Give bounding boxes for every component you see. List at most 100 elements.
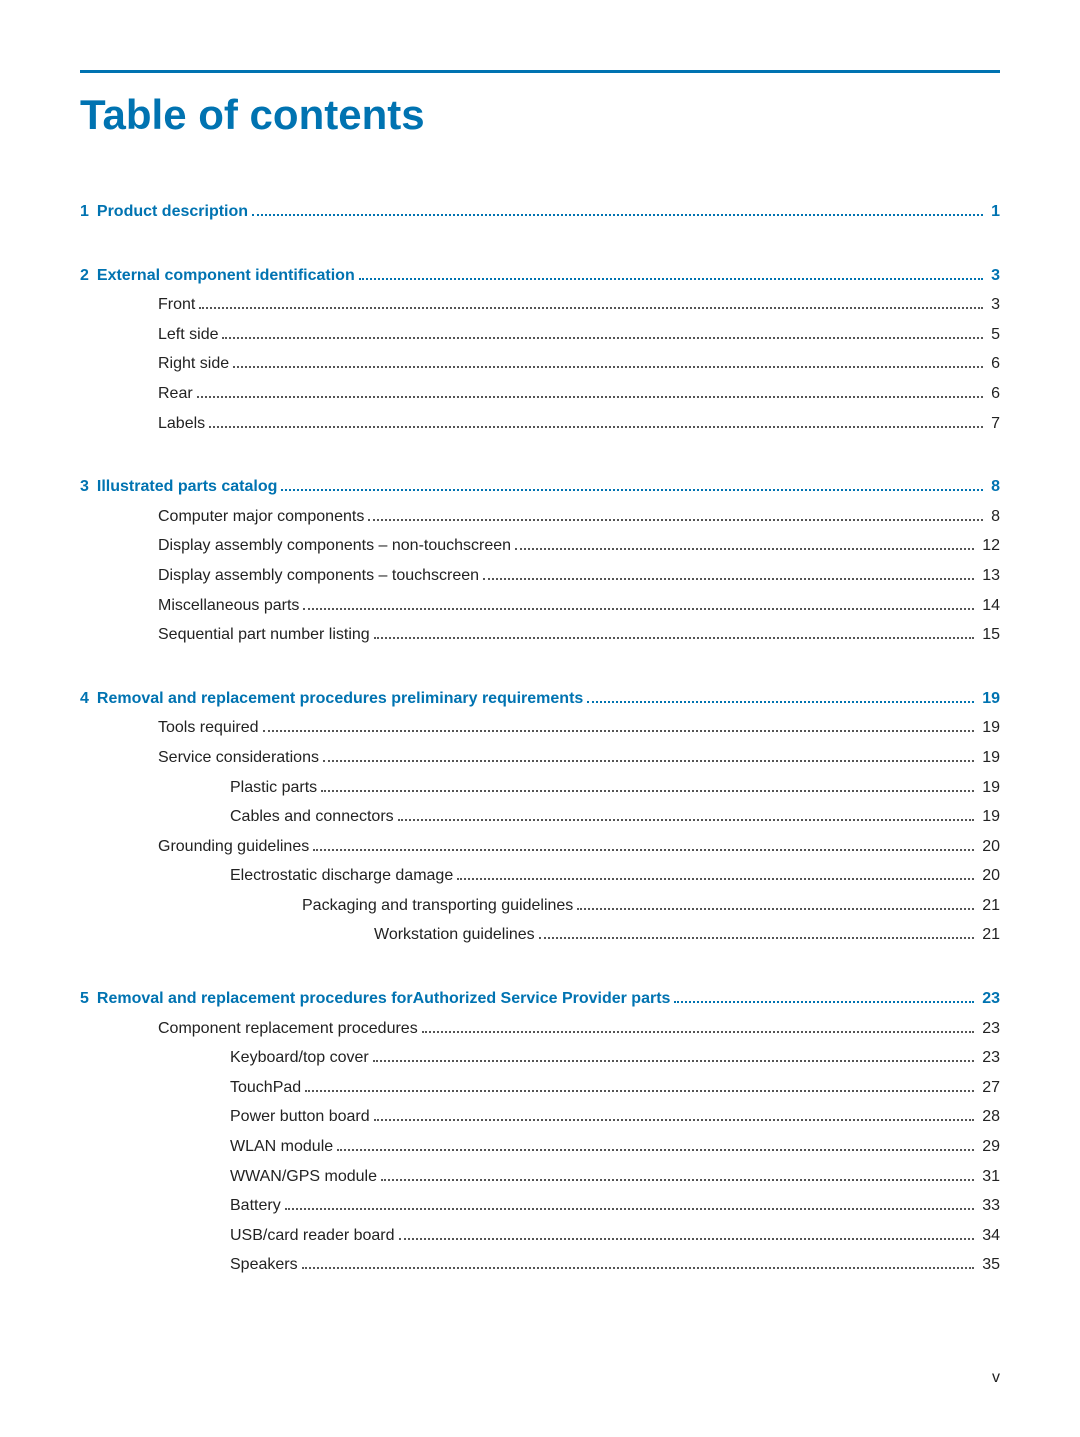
toc-entry-page: 35 bbox=[978, 1252, 1000, 1278]
toc-section: 2External component identification3 Front… bbox=[80, 263, 1000, 437]
toc-entry[interactable]: Service considerations19 bbox=[80, 745, 1000, 771]
toc-leader-dots bbox=[263, 730, 975, 732]
toc-leader-dots bbox=[321, 790, 974, 792]
chapter-page: 23 bbox=[978, 986, 1000, 1012]
toc-leader-dots bbox=[302, 1267, 975, 1269]
toc-entry[interactable]: Component replacement procedures 23 bbox=[80, 1016, 1000, 1042]
toc-entry-page: 33 bbox=[978, 1193, 1000, 1219]
chapter-number: 4 bbox=[80, 686, 89, 712]
toc-entry-page: 31 bbox=[978, 1164, 1000, 1190]
toc-chapter-line[interactable]: 1Product description1 bbox=[80, 199, 1000, 225]
toc-entry[interactable]: Speakers35 bbox=[80, 1252, 1000, 1278]
page-number: v bbox=[992, 1369, 1000, 1387]
toc-entry[interactable]: Front3 bbox=[80, 292, 1000, 318]
toc-entry-label: Tools required bbox=[158, 715, 259, 741]
toc-entry-page: 19 bbox=[978, 715, 1000, 741]
toc-entry[interactable]: Grounding guidelines20 bbox=[80, 834, 1000, 860]
toc-entry[interactable]: WLAN module29 bbox=[80, 1134, 1000, 1160]
toc-leader-dots bbox=[674, 1001, 974, 1003]
toc-entry-label: Plastic parts bbox=[230, 775, 317, 801]
toc-entry-page: 34 bbox=[978, 1223, 1000, 1249]
toc-leader-dots bbox=[359, 278, 983, 280]
toc-entry-page: 7 bbox=[987, 411, 1000, 437]
toc-entry-label: Workstation guidelines bbox=[374, 922, 535, 948]
toc-leader-dots bbox=[399, 1238, 975, 1240]
toc-entry[interactable]: TouchPad 27 bbox=[80, 1075, 1000, 1101]
chapter-page: 19 bbox=[978, 686, 1000, 712]
toc-leader-dots bbox=[457, 878, 974, 880]
chapter-number: 1 bbox=[80, 199, 89, 225]
toc-entry[interactable]: Computer major components8 bbox=[80, 504, 1000, 530]
toc-leader-dots bbox=[197, 396, 983, 398]
toc-entry-label: Keyboard/top cover bbox=[230, 1045, 369, 1071]
toc-entry[interactable]: Display assembly components – touchscree… bbox=[80, 563, 1000, 589]
toc-entry[interactable]: Rear6 bbox=[80, 381, 1000, 407]
toc-leader-dots bbox=[381, 1179, 974, 1181]
toc-entry[interactable]: Left side5 bbox=[80, 322, 1000, 348]
toc-chapter-line[interactable]: 3Illustrated parts catalog8 bbox=[80, 474, 1000, 500]
toc-entry-label: Right side bbox=[158, 351, 229, 377]
toc-entry[interactable]: Battery 33 bbox=[80, 1193, 1000, 1219]
toc-entry-label: USB/card reader board bbox=[230, 1223, 395, 1249]
chapter-number: 3 bbox=[80, 474, 89, 500]
toc-leader-dots bbox=[515, 548, 974, 550]
chapter-label: Removal and replacement procedures forAu… bbox=[97, 986, 671, 1012]
toc-entry-page: 13 bbox=[978, 563, 1000, 589]
toc-entry[interactable]: Right side 6 bbox=[80, 351, 1000, 377]
toc-entry-label: Front bbox=[158, 292, 195, 318]
toc-entry[interactable]: Keyboard/top cover 23 bbox=[80, 1045, 1000, 1071]
toc-entry-label: Miscellaneous parts bbox=[158, 593, 299, 619]
toc-entry[interactable]: Power button board28 bbox=[80, 1104, 1000, 1130]
toc-entry[interactable]: USB/card reader board 34 bbox=[80, 1223, 1000, 1249]
toc-entry[interactable]: Workstation guidelines21 bbox=[80, 922, 1000, 948]
toc-entry-label: Packaging and transporting guidelines bbox=[302, 893, 573, 919]
chapter-number: 2 bbox=[80, 263, 89, 289]
toc-entry-page: 27 bbox=[978, 1075, 1000, 1101]
toc-leader-dots bbox=[281, 489, 983, 491]
toc-entry-page: 28 bbox=[978, 1104, 1000, 1130]
toc-entry-page: 6 bbox=[987, 351, 1000, 377]
toc-section: 5Removal and replacement procedures forA… bbox=[80, 986, 1000, 1278]
toc-leader-dots bbox=[323, 760, 974, 762]
chapter-label: Removal and replacement procedures preli… bbox=[97, 686, 583, 712]
toc-entry[interactable]: Sequential part number listing15 bbox=[80, 622, 1000, 648]
toc-entry-label: Component replacement procedures bbox=[158, 1016, 418, 1042]
toc-entry[interactable]: Miscellaneous parts14 bbox=[80, 593, 1000, 619]
toc-section: 4 Removal and replacement procedures prel… bbox=[80, 686, 1000, 948]
toc-entry-page: 19 bbox=[978, 775, 1000, 801]
toc-entry-page: 19 bbox=[978, 804, 1000, 830]
toc-chapter-line[interactable]: 4 Removal and replacement procedures prel… bbox=[80, 686, 1000, 712]
chapter-label: Product description bbox=[97, 199, 248, 225]
chapter-label: Illustrated parts catalog bbox=[97, 474, 278, 500]
toc-leader-dots bbox=[587, 701, 974, 703]
toc-entry[interactable]: Packaging and transporting guidelines21 bbox=[80, 893, 1000, 919]
toc-leader-dots bbox=[303, 608, 974, 610]
toc-entry[interactable]: Tools required 19 bbox=[80, 715, 1000, 741]
toc-leader-dots bbox=[374, 637, 975, 639]
toc-entry[interactable]: Labels 7 bbox=[80, 411, 1000, 437]
toc-entry[interactable]: Display assembly components – non-touchs… bbox=[80, 533, 1000, 559]
toc-chapter-line[interactable]: 2External component identification3 bbox=[80, 263, 1000, 289]
toc-entry-page: 8 bbox=[987, 504, 1000, 530]
toc-leader-dots bbox=[252, 214, 983, 216]
toc-entry[interactable]: Plastic parts 19 bbox=[80, 775, 1000, 801]
toc-leader-dots bbox=[374, 1119, 975, 1121]
toc-leader-dots bbox=[222, 337, 983, 339]
toc-entry-label: Labels bbox=[158, 411, 205, 437]
toc-entry-page: 23 bbox=[978, 1016, 1000, 1042]
toc-entry[interactable]: Cables and connectors19 bbox=[80, 804, 1000, 830]
toc-entry-page: 20 bbox=[978, 834, 1000, 860]
chapter-page: 3 bbox=[987, 263, 1000, 289]
toc-entry-label: Display assembly components – touchscree… bbox=[158, 563, 479, 589]
toc-entry-label: TouchPad bbox=[230, 1075, 301, 1101]
toc-section: 3 Illustrated parts catalog 8Computer majo… bbox=[80, 474, 1000, 648]
toc-entry-label: Battery bbox=[230, 1193, 281, 1219]
toc-leader-dots bbox=[577, 908, 974, 910]
toc-entry[interactable]: WWAN/GPS module31 bbox=[80, 1164, 1000, 1190]
toc-entry-label: Left side bbox=[158, 322, 218, 348]
toc-entry-page: 12 bbox=[978, 533, 1000, 559]
toc-chapter-line[interactable]: 5Removal and replacement procedures forA… bbox=[80, 986, 1000, 1012]
toc-entry-page: 23 bbox=[978, 1045, 1000, 1071]
toc-entry[interactable]: Electrostatic discharge damage20 bbox=[80, 863, 1000, 889]
toc-entry-label: Sequential part number listing bbox=[158, 622, 370, 648]
